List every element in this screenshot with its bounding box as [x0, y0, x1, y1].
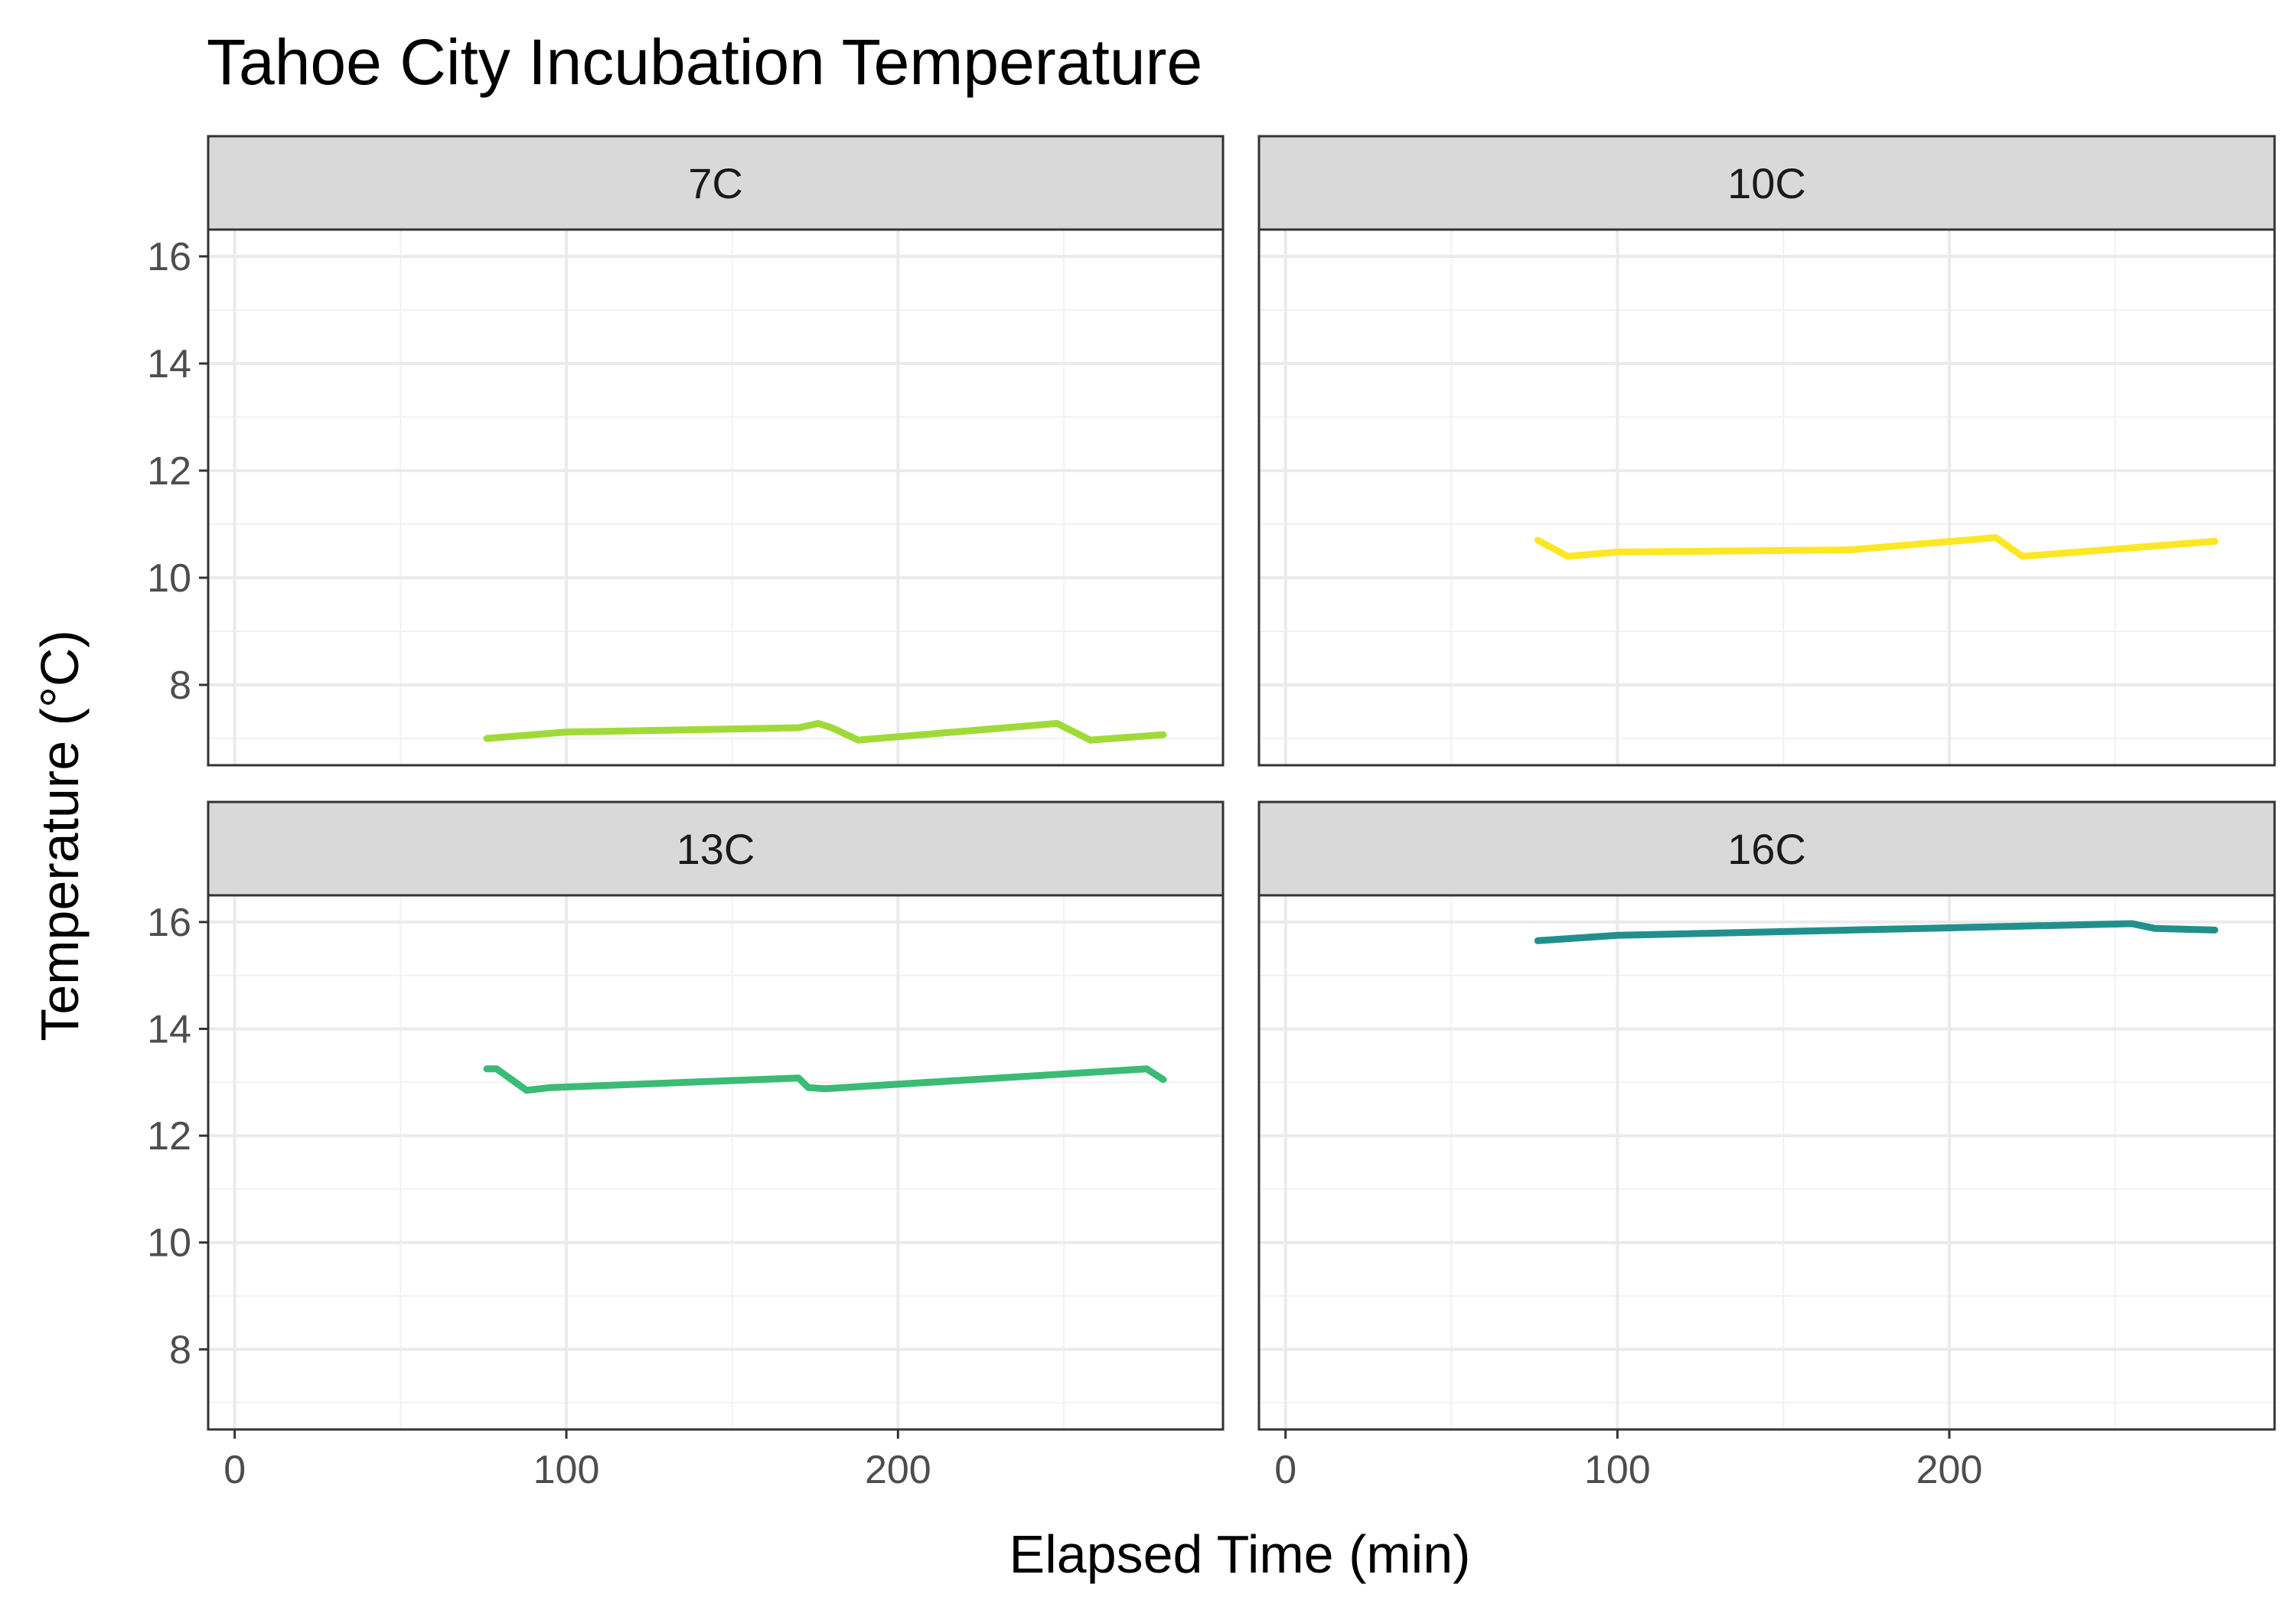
y-tick-label: 16	[147, 901, 191, 945]
y-tick-label: 16	[147, 235, 191, 279]
facet-panel-10c: 10C	[1257, 135, 2276, 767]
x-tick-label: 100	[1584, 1448, 1651, 1492]
y-tick-label: 10	[147, 556, 191, 601]
x-tick-label: 200	[1916, 1448, 1983, 1492]
x-axis-title: Elapsed Time (min)	[1009, 1524, 1471, 1584]
panel-background	[1259, 895, 2275, 1429]
facet-strip	[207, 135, 1225, 231]
panel-background	[208, 895, 1223, 1429]
facet-panel-16c: 16C 0 100 200	[1257, 800, 2276, 1492]
y-tick-label: 10	[147, 1221, 191, 1266]
series-line-10c	[1534, 534, 2219, 560]
facet-strip	[1257, 800, 2276, 897]
facet-strip-label: 16C	[1727, 825, 1806, 873]
facet-strip-label: 7C	[688, 159, 743, 207]
x-tick-label: 0	[1274, 1448, 1296, 1492]
y-axis-title: Temperature (°C)	[30, 630, 90, 1041]
series-line-7c	[483, 719, 1167, 744]
facet-panels: 7C 8 10 12 14 16 10C 13C 8 10 12 14 16 0 100 200 16C 0 100…	[147, 135, 2276, 1492]
panel-background	[1259, 230, 2275, 765]
facet-strip	[207, 800, 1225, 897]
facet-strip	[1257, 135, 2276, 231]
y-tick-label: 14	[147, 342, 191, 386]
facet-panel-13c: 13C 8 10 12 14 16 0 100 200	[147, 800, 1225, 1492]
facet-panel-7c: 7C 8 10 12 14 16	[147, 135, 1225, 767]
panel-background	[208, 230, 1223, 765]
x-tick-label: 0	[223, 1448, 246, 1492]
x-tick-label: 100	[533, 1448, 600, 1492]
y-tick-label: 14	[147, 1008, 191, 1052]
y-tick-label: 8	[169, 663, 191, 708]
facet-strip-label: 13C	[677, 825, 755, 873]
y-tick-label: 8	[169, 1328, 191, 1372]
chart-title: Tahoe City Incubation Temperature	[207, 26, 1202, 98]
y-tick-label: 12	[147, 449, 191, 494]
facet-strip-label: 10C	[1727, 159, 1806, 207]
y-tick-label: 12	[147, 1114, 191, 1159]
x-tick-label: 200	[865, 1448, 931, 1492]
series-line-16c	[1534, 920, 2219, 944]
series-line-13c	[483, 1065, 1167, 1094]
